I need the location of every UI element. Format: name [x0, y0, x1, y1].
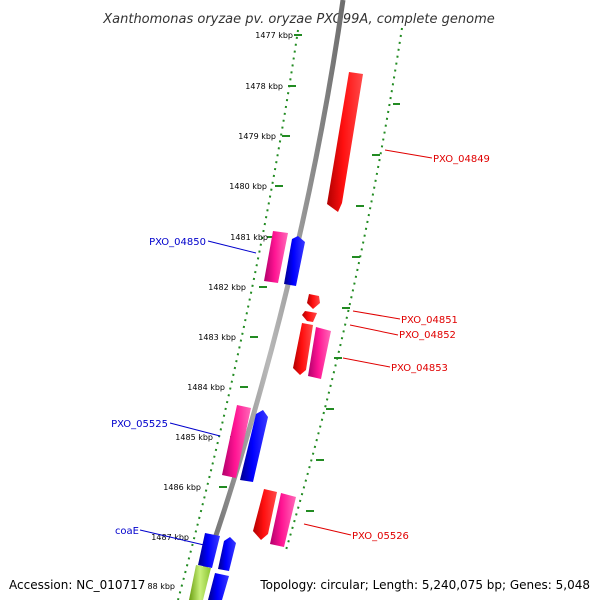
- leader-pxo-04853: [342, 357, 391, 368]
- genome-backbone: [191, 0, 346, 600]
- tick-label: 1477 kbp: [255, 31, 293, 40]
- gene-pxo-04851-arrow[interactable]: [307, 294, 320, 309]
- gene-pxo-04853-feature[interactable]: [308, 327, 331, 379]
- gene-label-pxo-04849[interactable]: PXO_04849: [433, 154, 490, 165]
- tick-label: 1483 kbp: [198, 333, 236, 342]
- inner-track-guide: [285, 27, 403, 551]
- gene-pxo-04850-feature[interactable]: [264, 231, 288, 283]
- gene-label-pxo-04850[interactable]: PXO_04850: [149, 237, 206, 248]
- tick-label: 1478 kbp: [245, 82, 283, 91]
- tick-label: 1486 kbp: [163, 483, 201, 492]
- gene-pxo-04852-arrow[interactable]: [302, 311, 317, 322]
- gene-pxo-05526-arrow[interactable]: [253, 489, 277, 540]
- gene-pxo-04853-arrow[interactable]: [293, 323, 313, 375]
- gene-pxo-05526-feature[interactable]: [270, 493, 296, 547]
- gene-pxo-04850-arrow[interactable]: [284, 236, 305, 286]
- leader-pxo-04852: [349, 324, 399, 336]
- leader-coae: [139, 529, 205, 546]
- gene-labels: PXO_04849 PXO_04850 PXO_04851 PXO_04852 …: [111, 154, 490, 542]
- gene-pxo-05525-arrow[interactable]: [240, 410, 268, 482]
- tick-label: 1480 kbp: [229, 182, 267, 191]
- gene-pxo-04849-arrow[interactable]: [327, 72, 363, 212]
- topology-text: Topology: circular; Length: 5,240,075 bp…: [260, 578, 590, 592]
- leader-pxo-04849: [384, 149, 433, 159]
- accession-text: Accession: NC_010717: [9, 578, 146, 592]
- gene-label-pxo-04852[interactable]: PXO_04852: [399, 330, 456, 341]
- leader-pxo-04851: [352, 310, 401, 320]
- tick-label: 1485 kbp: [175, 433, 213, 442]
- label-leader-lines: [139, 149, 433, 546]
- gene-pxo-05525-feature[interactable]: [222, 405, 251, 478]
- gene-label-pxo-05525[interactable]: PXO_05525: [111, 419, 168, 430]
- gene-label-pxo-04853[interactable]: PXO_04853: [391, 363, 448, 374]
- outer-track-guide: [177, 29, 299, 600]
- gene-features: [189, 72, 363, 600]
- tick-label: 1484 kbp: [187, 383, 225, 392]
- tick-label: 88 kbp: [147, 582, 175, 591]
- gene-label-pxo-04851[interactable]: PXO_04851: [401, 315, 458, 326]
- gene-label-coae[interactable]: coaE: [115, 526, 139, 537]
- gene-coae-arrow[interactable]: [198, 533, 220, 568]
- gene-coae-adjacent-arrow[interactable]: [218, 537, 236, 571]
- gene-label-pxo-05526[interactable]: PXO_05526: [352, 531, 409, 542]
- gene-bottom-arrow[interactable]: [208, 573, 229, 600]
- tick-label: 1479 kbp: [238, 132, 276, 141]
- leader-pxo-05525: [169, 422, 221, 437]
- tick-label: 1482 kbp: [208, 283, 246, 292]
- leader-pxo-04850: [207, 240, 257, 254]
- rna-feature[interactable]: [189, 565, 211, 600]
- tick-label: 1481 kbp: [230, 233, 268, 242]
- map-title: Xanthomonas oryzae pv. oryzae PXO99A, co…: [102, 12, 495, 27]
- leader-pxo-05526: [303, 523, 352, 536]
